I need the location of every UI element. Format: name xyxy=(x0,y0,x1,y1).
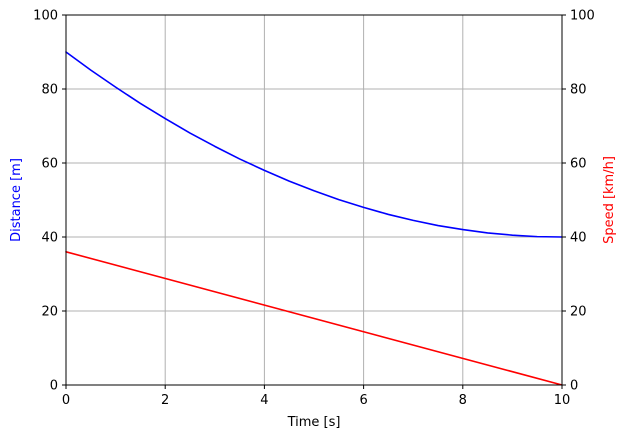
x-axis-label: Time [s] xyxy=(287,415,341,430)
y-left-tick-label: 40 xyxy=(41,231,58,246)
y-left-tick-label: 100 xyxy=(33,9,58,24)
x-tick-label: 0 xyxy=(62,393,70,408)
y-left-tick-label: 80 xyxy=(41,83,58,98)
x-tick-label: 10 xyxy=(554,393,571,408)
y-axis-left-label: Distance [m] xyxy=(9,158,24,242)
plot-frame xyxy=(65,14,563,386)
y-right-tick-label: 60 xyxy=(570,157,587,172)
x-tick-label: 4 xyxy=(260,393,268,408)
y-left-tick-label: 0 xyxy=(50,379,58,394)
x-tick-label: 2 xyxy=(161,393,169,408)
speed-series-line xyxy=(65,251,563,386)
y-right-tick-label: 100 xyxy=(570,9,595,24)
x-tick-label: 8 xyxy=(459,393,467,408)
y-left-tick-label: 20 xyxy=(41,305,58,320)
grid-lines xyxy=(65,14,563,386)
y-axis-right-label: Speed [km/h] xyxy=(602,156,617,244)
y-right-tick-label: 20 xyxy=(570,305,587,320)
series-lines xyxy=(65,51,563,386)
y-right-tick-label: 40 xyxy=(570,231,587,246)
x-tick-label: 6 xyxy=(359,393,367,408)
y-right-tick-label: 80 xyxy=(570,83,587,98)
distance-series-line xyxy=(65,51,563,238)
y-left-tick-label: 60 xyxy=(41,157,58,172)
y-right-tick-label: 0 xyxy=(570,379,578,394)
